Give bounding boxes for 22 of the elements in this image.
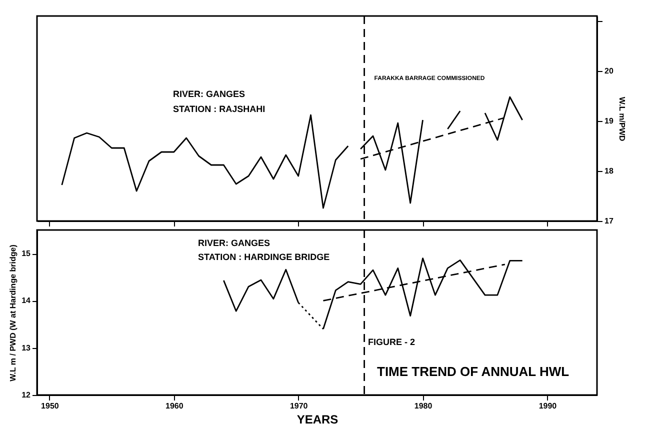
y-tick-label: 19 bbox=[604, 116, 614, 126]
annotation: FIGURE - 2 bbox=[368, 337, 416, 347]
y-axis-title: W.L m / PWD (W at Hardinge bridge) bbox=[8, 244, 18, 382]
y-tick-label: 15 bbox=[22, 249, 32, 258]
y-tick-label: 17 bbox=[604, 216, 614, 226]
x-tick-label: 1960 bbox=[165, 402, 184, 410]
y-tick-label: 12 bbox=[22, 390, 32, 400]
y-tick-label: 13 bbox=[22, 343, 32, 352]
y-tick-label: 14 bbox=[22, 296, 32, 306]
y-tick-label: 18 bbox=[604, 166, 614, 176]
x-tick-label: 1970 bbox=[290, 402, 308, 410]
annotation: STATION : HARDINGE BRIDGE bbox=[198, 252, 330, 262]
annotation: STATION : RAJSHAHI bbox=[173, 104, 266, 114]
y-tick-label: 20 bbox=[604, 66, 614, 76]
annotation: RIVER: GANGES bbox=[198, 238, 270, 248]
annotation: RIVER: GANGES bbox=[173, 89, 246, 99]
x-axis-title: YEARS bbox=[296, 412, 338, 426]
x-tick-label: 1990 bbox=[538, 402, 558, 410]
x-tick-label: 1980 bbox=[414, 402, 433, 410]
x-tick-label: 1950 bbox=[41, 402, 60, 410]
annotation: TIME TREND OF ANNUAL HWL bbox=[377, 364, 570, 379]
y2-axis-title: W.L m/PWD bbox=[617, 96, 626, 142]
